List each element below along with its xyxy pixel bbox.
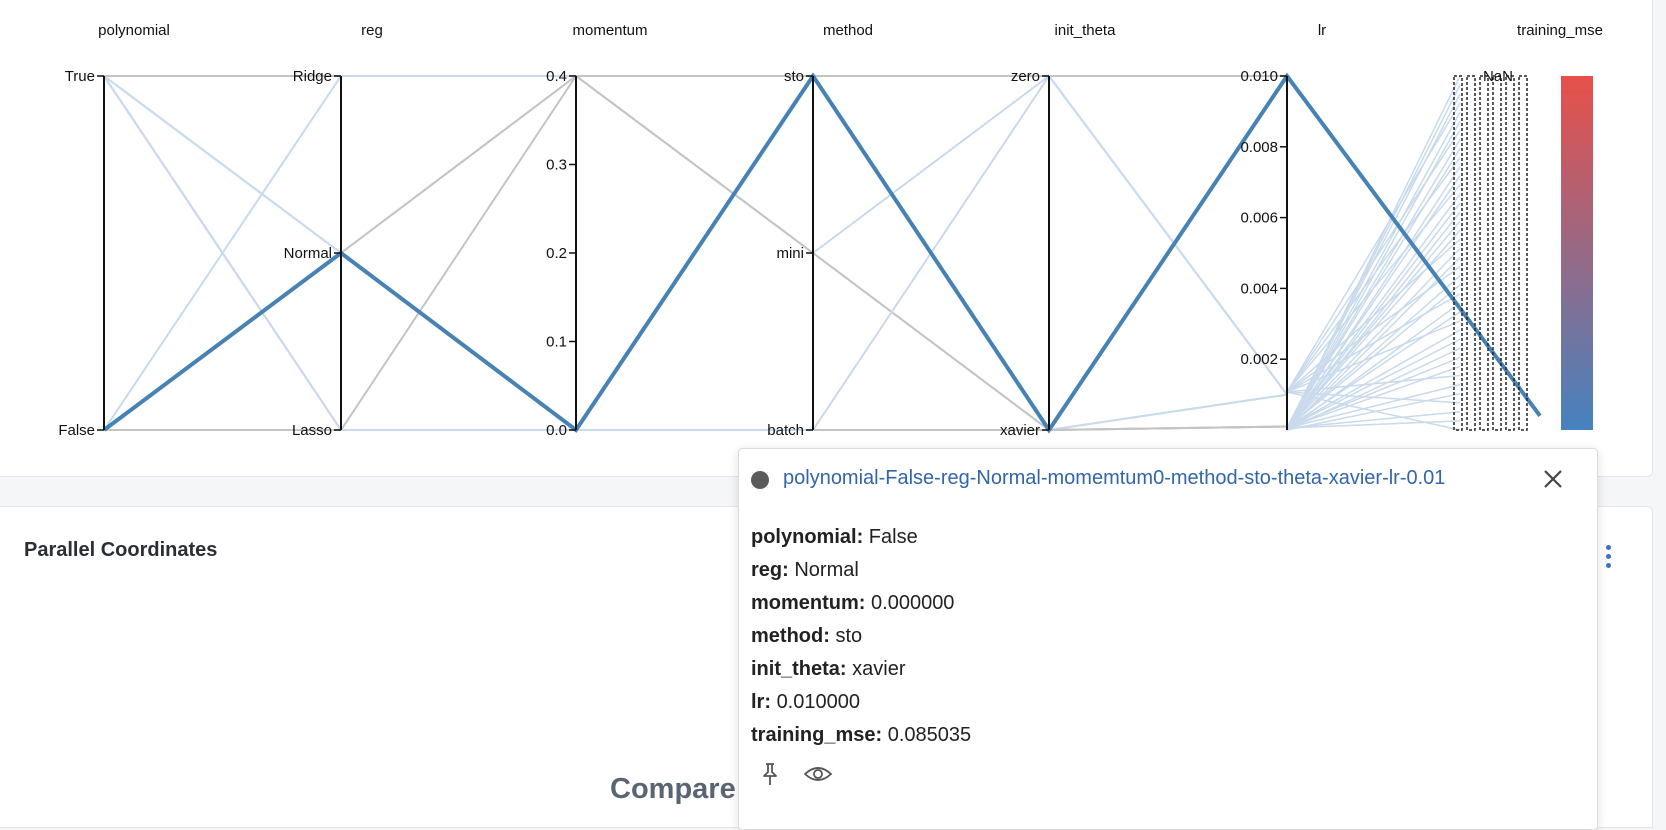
lr-to-mse-line [1286, 293, 1461, 393]
lr-to-mse-line [1286, 175, 1461, 429]
lr-to-mse-line [1286, 374, 1461, 393]
tick-label: False [58, 422, 95, 439]
tick-label: xavier [1000, 422, 1040, 439]
field-reg: reg: Normal [751, 559, 859, 581]
mse-value-column [1518, 75, 1528, 431]
tick-label: 0.004 [1240, 280, 1278, 297]
lr-to-mse-line [1286, 420, 1461, 429]
lr-to-mse-line [1286, 356, 1461, 429]
lr-to-mse-line [1286, 184, 1461, 393]
more-options-icon[interactable] [1606, 545, 1612, 571]
tick-label: batch [767, 422, 804, 439]
lr-to-mse-line [1286, 383, 1461, 429]
tick-label: 0.002 [1240, 351, 1278, 368]
pin-icon[interactable] [757, 763, 803, 791]
run-fields: polynomial: False reg: Normal momentum: … [751, 521, 971, 752]
tick-label: Lasso [292, 422, 332, 439]
lr-to-mse-line [1286, 102, 1461, 393]
background-run-line [103, 74, 1288, 431]
tick-label: zero [1011, 68, 1040, 85]
lr-to-mse-line [1286, 320, 1461, 393]
mse-value-column [1453, 75, 1463, 431]
mse-value-column [1479, 75, 1489, 431]
tick-label: 0.2 [546, 245, 567, 262]
field-init-theta: init_theta: xavier [751, 658, 906, 680]
lr-to-mse-line [1286, 130, 1461, 393]
mse-nan-label: NaN [1483, 68, 1513, 85]
tick-label: 0.3 [546, 157, 567, 174]
tick-label: 0.0 [546, 422, 567, 439]
mse-value-column [1505, 75, 1515, 431]
lr-to-mse-line [1286, 275, 1461, 429]
field-momentum: momentum: 0.000000 [751, 592, 955, 614]
axis-title-method: method [823, 22, 873, 39]
tick-label: True [65, 68, 95, 85]
tick-label: Normal [284, 245, 332, 262]
mse-value-column [1492, 75, 1502, 431]
axis-title-init_theta: init_theta [1055, 22, 1117, 39]
parallel-coordinates-chart: True False Ridge Normal Lasso 0.4 0.3 0.2 0.1 0.0… [58, 22, 1603, 439]
lr-to-mse-line [1286, 329, 1461, 429]
axis-title-lr: lr [1318, 22, 1326, 39]
lr-to-mse-line [1286, 411, 1461, 429]
tick-label: Ridge [293, 68, 332, 85]
eye-icon[interactable] [803, 767, 849, 791]
mse-color-scale-bar [1561, 76, 1593, 430]
tick-label: mini [776, 245, 804, 262]
lr-to-mse-line [1286, 157, 1461, 393]
axis-title-training_mse: training_mse [1517, 22, 1603, 39]
lr-to-mse-line [1286, 392, 1461, 431]
compare-heading: Compare [610, 773, 736, 805]
close-icon[interactable] [1539, 465, 1567, 493]
run-tooltip: polynomial-False-reg-Normal-momemtum0-me… [738, 448, 1598, 830]
lr-to-mse-line [1286, 391, 1461, 404]
tick-label: 0.1 [546, 334, 567, 351]
tooltip-actions [757, 761, 849, 792]
lr-to-mse-line [1286, 311, 1461, 429]
lr-to-mse-line [1286, 238, 1461, 393]
tick-label: 0.008 [1240, 139, 1278, 156]
mse-value-column [1466, 75, 1476, 431]
tick-label: 0.006 [1240, 210, 1278, 227]
panel-title: Parallel Coordinates [24, 539, 218, 561]
lr-to-mse-line [1286, 391, 1461, 431]
tick-label: 0.4 [546, 68, 567, 85]
axis-title-polynomial: polynomial [98, 22, 170, 39]
axis-title-reg: reg [361, 22, 383, 39]
field-polynomial: polynomial: False [751, 526, 918, 548]
run-color-dot [751, 471, 769, 489]
axis-title-momentum: momentum [572, 22, 647, 39]
tick-label: 0.010 [1240, 68, 1278, 85]
lr-to-mse-line [1286, 266, 1461, 393]
run-name-link[interactable]: polynomial-False-reg-Normal-momemtum0-me… [783, 467, 1446, 489]
field-method: method: sto [751, 625, 863, 647]
tick-label: sto [784, 68, 804, 85]
field-lr: lr: 0.010000 [751, 691, 860, 713]
field-training-mse: training_mse: 0.085035 [751, 724, 972, 746]
